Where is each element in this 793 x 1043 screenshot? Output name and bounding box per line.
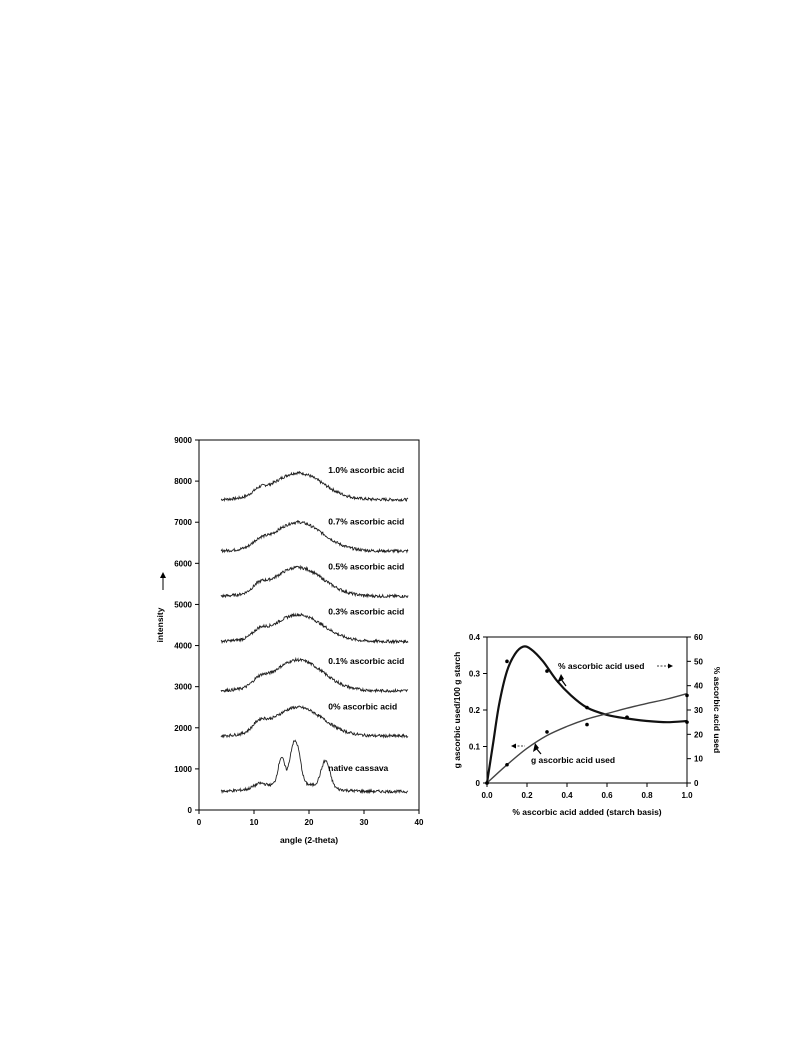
pct-used-point [545, 669, 549, 673]
ascorbic-x-tick-label: 1.0 [681, 791, 693, 800]
g-used-curve [486, 692, 688, 784]
xrd-plot-frame [198, 439, 420, 811]
xrd-y-tick-label: 4000 [174, 642, 192, 651]
ascorbic-y-tick-label: 0.3 [469, 670, 481, 679]
g-used-point [485, 781, 489, 785]
xrd-series-label: 0.1% ascorbic acid [328, 656, 404, 666]
annotation-g-used: g ascorbic acid used [531, 755, 615, 765]
xrd-y-axis-label: intensity [155, 607, 165, 642]
ascorbic-x-axis-label: % ascorbic acid added (starch basis) [512, 807, 661, 817]
xrd-x-tick-label: 20 [305, 818, 314, 827]
ascorbic-y2-tick-label: 40 [694, 682, 703, 691]
xrd-y-tick-label: 6000 [174, 559, 192, 568]
ascorbic-x-tick-label: 0.0 [481, 791, 493, 800]
ascorbic-series [485, 645, 689, 785]
ascorbic-y-tick-label: 0.2 [469, 706, 481, 715]
ascorbic-x-tick-label: 0.4 [561, 791, 573, 800]
g-used-point [585, 722, 589, 727]
g-used-point [625, 715, 629, 720]
xrd-trace [220, 705, 409, 739]
xrd-series-label: 0.3% ascorbic acid [328, 607, 404, 617]
xrd-y-axis-arrow [160, 572, 166, 590]
ascorbic-chart: 0 0.1 0.2 0.3 0.4 0 10 20 30 40 50 60 0.0 0.2 0.4 0.6 0.… [452, 633, 722, 817]
arrow-right-icon [657, 663, 673, 669]
xrd-trace [220, 470, 409, 503]
xrd-x-tick-label: 30 [360, 818, 369, 827]
xrd-chart: 0 1000 2000 3000 4000 5000 6000 7000 8000 9000 0 10… [155, 436, 424, 845]
pointer-arrow-icon-2 [533, 743, 542, 755]
xrd-trace [220, 656, 409, 694]
pointer-arrow-icon [557, 674, 567, 687]
xrd-x-axis-label: angle (2-theta) [280, 835, 338, 845]
ascorbic-axis-ticks: 0 0.1 0.2 0.3 0.4 0 10 20 30 40 50 60 0.0 0.2 0.4 0.6 0.… [469, 633, 704, 800]
ascorbic-x-tick-label: 0.6 [601, 791, 613, 800]
xrd-trace [220, 519, 409, 554]
xrd-x-tick-label: 0 [197, 818, 202, 827]
xrd-series-label: 0% ascorbic acid [328, 701, 397, 711]
ascorbic-y2-tick-label: 50 [694, 657, 703, 666]
pct-used-curve [485, 645, 688, 784]
xrd-y-tick-label: 2000 [174, 724, 192, 733]
xrd-series-label: 0.5% ascorbic acid [328, 562, 404, 572]
xrd-trace [220, 739, 409, 795]
ascorbic-y-axis-label: g ascorbic used/100 g starch [452, 652, 462, 769]
ascorbic-y2-axis-label: % ascorbic acid used [712, 667, 722, 753]
g-used-point [685, 693, 689, 698]
ascorbic-y2-tick-label: 10 [694, 755, 703, 764]
xrd-series-label: 0.7% ascorbic acid [328, 516, 404, 526]
xrd-y-tick-label: 1000 [174, 765, 192, 774]
xrd-series-labels: 1.0% ascorbic acid 0.7% ascorbic acid 0.5%… [328, 465, 404, 773]
ascorbic-y-tick-label: 0.1 [469, 743, 481, 752]
xrd-y-tick-label: 7000 [174, 518, 192, 527]
xrd-series-label: native cassava [328, 763, 388, 773]
xrd-traces [220, 470, 409, 795]
xrd-series-label: 1.0% ascorbic acid [328, 465, 404, 475]
ascorbic-x-tick-label: 0.8 [641, 791, 653, 800]
xrd-x-tick-label: 10 [250, 818, 259, 827]
xrd-trace [220, 564, 409, 599]
ascorbic-y-tick-label: 0 [476, 779, 481, 788]
xrd-trace [220, 612, 409, 645]
ascorbic-y2-tick-label: 0 [694, 779, 699, 788]
arrow-left-icon [511, 743, 525, 749]
xrd-y-tick-label: 9000 [174, 436, 192, 445]
xrd-y-tick-label: 5000 [174, 600, 192, 609]
ascorbic-y2-tick-label: 20 [694, 730, 703, 739]
xrd-y-tick-label: 0 [188, 806, 193, 815]
xrd-axis-ticks: 0 1000 2000 3000 4000 5000 6000 7000 8000 9000 0 10… [174, 436, 424, 827]
pct-used-point [505, 659, 509, 664]
annotation-pct-used: % ascorbic acid used [558, 661, 644, 671]
ascorbic-y2-tick-label: 60 [694, 633, 703, 642]
pct-used-point [685, 720, 689, 724]
pct-used-point [585, 705, 589, 710]
g-used-point [545, 730, 549, 734]
xrd-x-tick-label: 40 [415, 818, 424, 827]
ascorbic-x-tick-label: 0.2 [521, 791, 533, 800]
ascorbic-y2-tick-label: 30 [694, 706, 703, 715]
g-used-point [505, 762, 509, 767]
xrd-y-tick-label: 3000 [174, 683, 192, 692]
ascorbic-y-tick-label: 0.4 [469, 633, 481, 642]
xrd-y-tick-label: 8000 [174, 477, 192, 486]
